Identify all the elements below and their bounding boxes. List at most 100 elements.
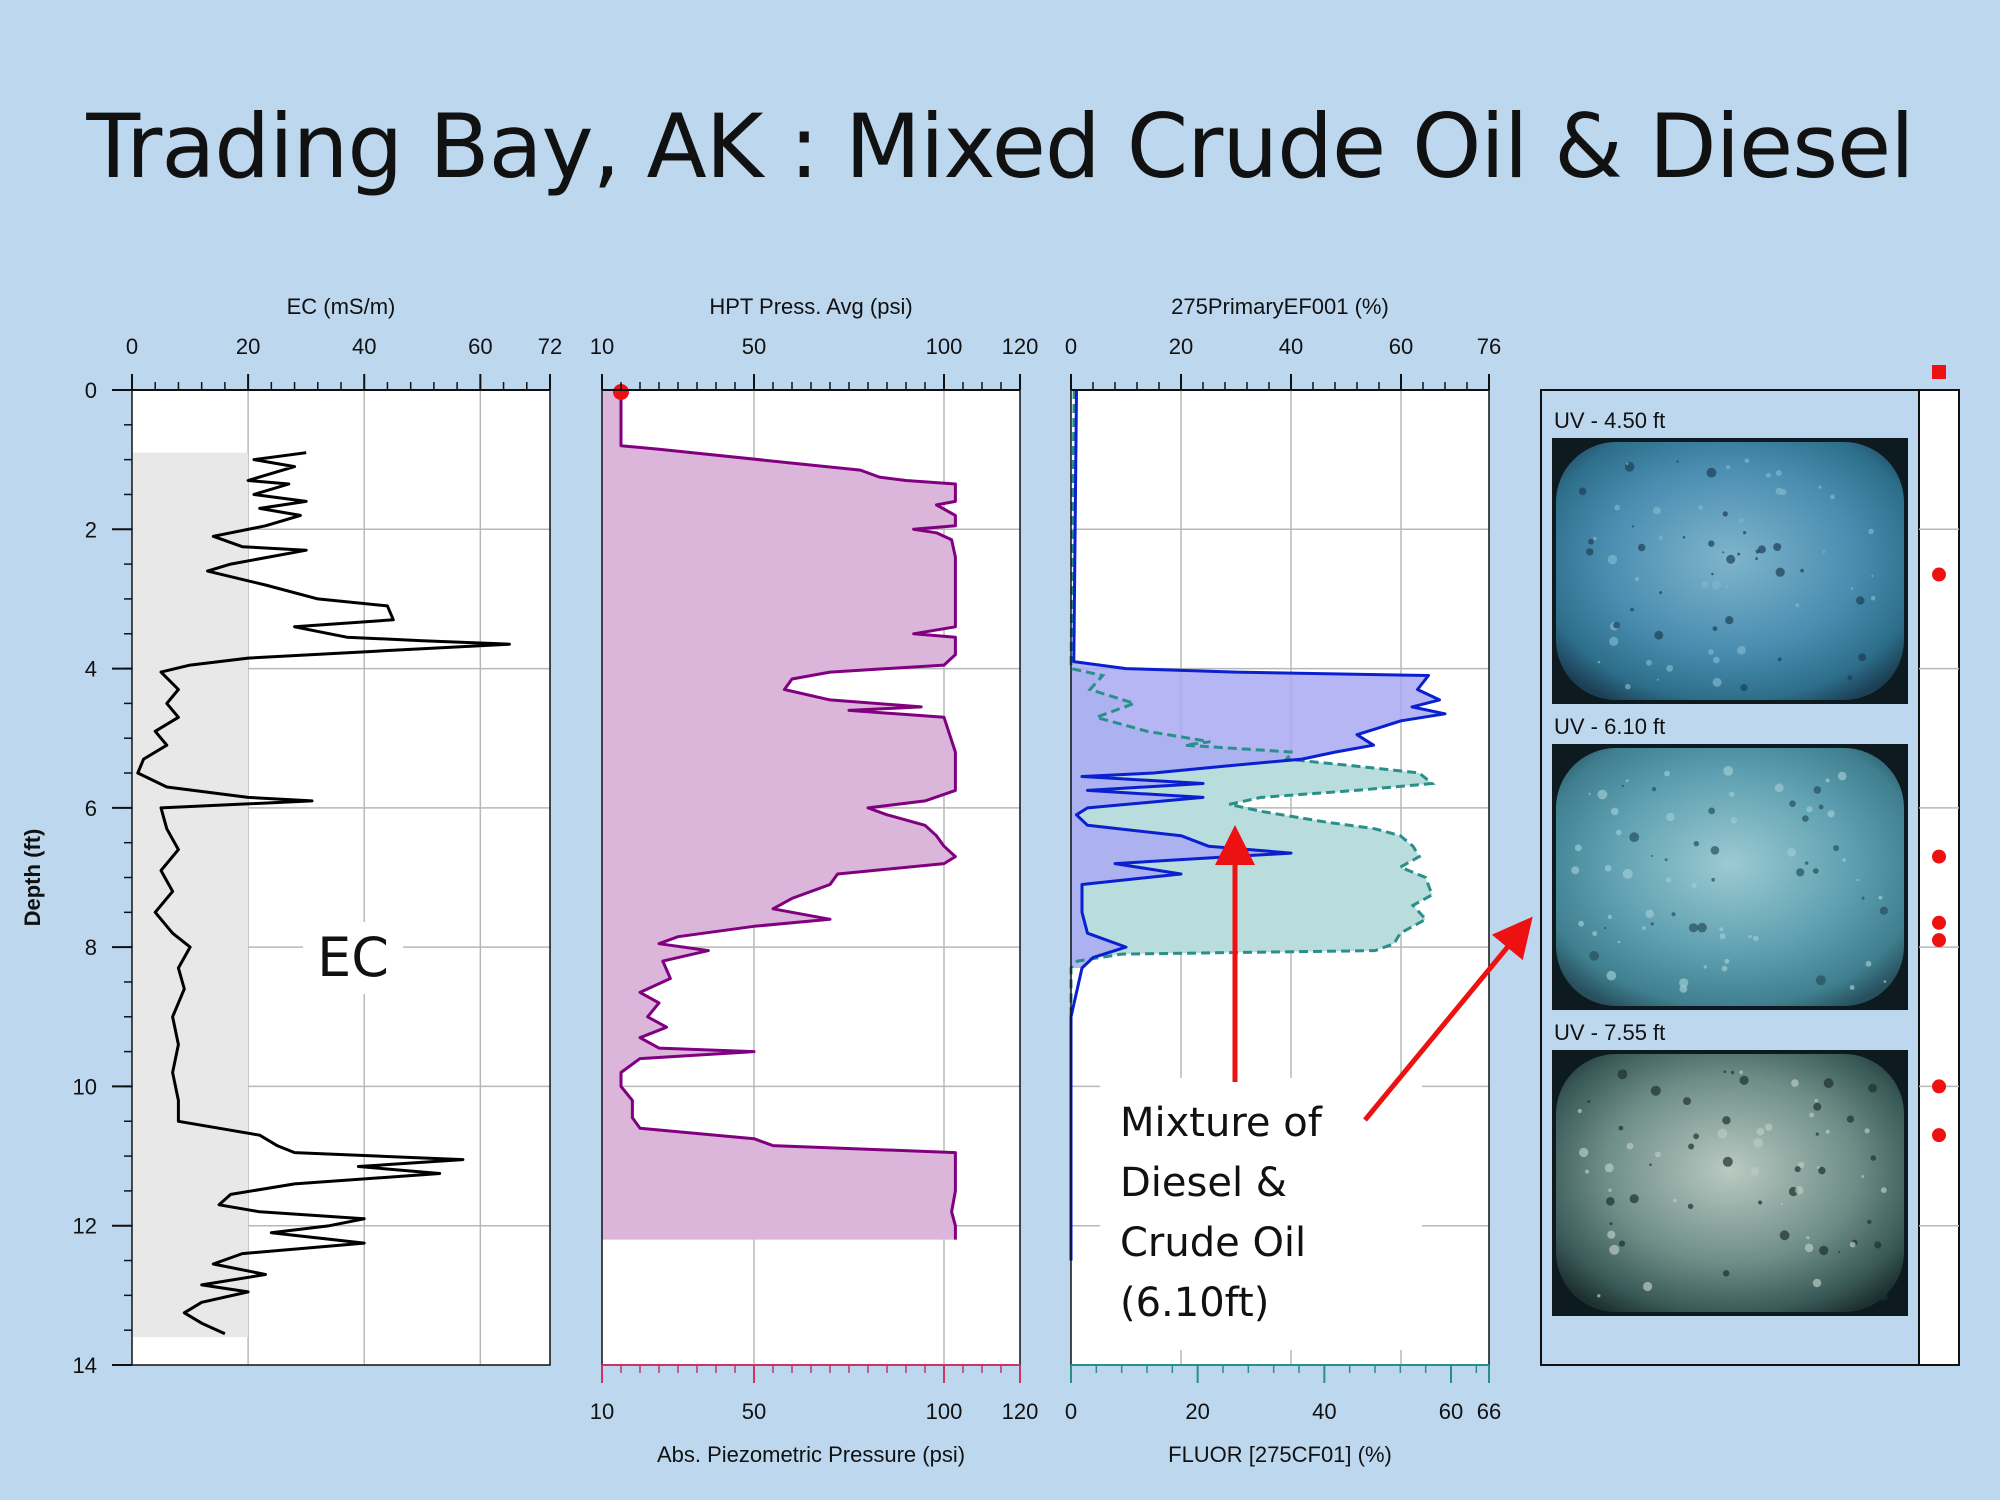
depth-marker: [1932, 1128, 1946, 1143]
uv-image-speckle: [1656, 678, 1659, 681]
uv-image-speckle: [1626, 1142, 1634, 1150]
uv-image-speckle: [1652, 506, 1661, 515]
mixture-annotation-line: (6.10ft): [1120, 1280, 1269, 1326]
uv-image-speckle: [1744, 458, 1750, 464]
uv-image-speckle: [1743, 531, 1747, 535]
uv-image-speckle: [1712, 677, 1722, 687]
uv-image-speckle: [1693, 841, 1700, 847]
uv-image-speckle: [1818, 485, 1822, 489]
uv-image-speckle: [1806, 806, 1813, 813]
uv-image-speckle: [1842, 858, 1846, 862]
uv-image-speckle: [1721, 965, 1728, 972]
uv-image-speckle: [1604, 865, 1612, 872]
x-tick-label: 60: [468, 334, 492, 359]
uv-image-speckle: [1758, 1200, 1763, 1205]
uv-image-speckle: [1630, 607, 1634, 612]
depth-marker: [1932, 567, 1946, 582]
uv-image-speckle: [1588, 792, 1591, 795]
uv-image-speckle: [1861, 896, 1865, 900]
uv-image-speckle: [1779, 1230, 1790, 1241]
uv-image-speckle: [1626, 462, 1629, 466]
uv-image-speckle: [1825, 778, 1830, 783]
uv-image-speckle: [1737, 645, 1746, 655]
uv-image-panel: UV - 4.50 ft UV - 6.10 ft UV - 7.55 ft: [1540, 365, 1960, 1366]
uv-image-speckle: [1708, 649, 1714, 655]
uv-image-speckle: [1621, 784, 1625, 788]
uv-image-speckle: [1589, 951, 1599, 961]
uv-image-speckle: [1682, 536, 1686, 539]
uv-image-speckle: [1740, 684, 1748, 692]
bottom-tick-label: 0: [1065, 1399, 1077, 1424]
uv-image-speckle: [1651, 787, 1657, 792]
uv-image-speckle: [1722, 1156, 1733, 1167]
uv-image-speckle: [1809, 1112, 1814, 1118]
uv-image-speckle: [1774, 783, 1784, 793]
uv-image-speckle: [1645, 909, 1654, 918]
uv-image-speckle: [1588, 538, 1594, 545]
uv-image-speckle: [1823, 1078, 1834, 1089]
uv-image-speckle: [1641, 926, 1646, 930]
uv-image-speckle: [1708, 540, 1715, 547]
uv-image-speckle: [1868, 1083, 1878, 1093]
uv-image-speckle: [1625, 779, 1629, 783]
bottom-axis-title: FLUOR [275CF01] (%): [1168, 1442, 1392, 1467]
uv-image-speckle: [1587, 1100, 1591, 1104]
x-tick-label: 72: [538, 334, 562, 359]
uv-image-speckle: [1729, 791, 1735, 797]
uv-image-speckle: [1664, 770, 1670, 777]
uv-image-speckle: [1606, 1197, 1615, 1206]
uv-image-speckle: [1658, 535, 1663, 541]
uv-image-speckle: [1604, 926, 1607, 930]
uv-image-speckle: [1813, 1102, 1822, 1111]
uv-image-speckle: [1775, 487, 1783, 495]
bottom-tick-label: 50: [742, 1399, 766, 1424]
uv-image-speckle: [1789, 800, 1796, 807]
uv-image-speckle: [1756, 1127, 1765, 1136]
uv-image: [1556, 1054, 1904, 1312]
uv-image-speckle: [1730, 817, 1738, 824]
uv-image-speckle: [1819, 1245, 1829, 1256]
uv-image-speckle: [1659, 591, 1663, 595]
uv-image-speckle: [1856, 596, 1865, 605]
uv-image-speckle: [1846, 1115, 1854, 1123]
x-tick-label: 10: [590, 334, 614, 359]
uv-image-speckle: [1757, 545, 1766, 554]
uv-image-speckle: [1725, 616, 1734, 625]
ec-series-line: [136, 451, 511, 1336]
bottom-tick-label: 100: [926, 1399, 963, 1424]
uv-image-speckle: [1812, 1278, 1822, 1288]
uv-image-speckle: [1618, 1240, 1626, 1247]
uv-image-speckle: [1697, 504, 1704, 511]
bottom-tick-label: 40: [1312, 1399, 1336, 1424]
mixture-label-bg: [1100, 1078, 1422, 1350]
uv-image-speckle: [1579, 1147, 1589, 1158]
uv-image: [1556, 748, 1904, 1006]
uv-image-speckle: [1643, 1281, 1653, 1292]
bottom-tick-label: 60: [1439, 1399, 1463, 1424]
uv-image-speckle: [1755, 557, 1758, 561]
uv-image-speckle: [1878, 1291, 1888, 1302]
uv-image-speckle: [1664, 858, 1668, 862]
uv-image-speckle: [1737, 552, 1741, 556]
uv-image-speckle: [1597, 789, 1608, 800]
chart-title: EC (mS/m): [287, 294, 396, 319]
uv-image-speckle: [1585, 1169, 1589, 1174]
bottom-axis-title: Abs. Piezometric Pressure (psi): [657, 1442, 965, 1467]
depth-tick-label: 6: [85, 796, 97, 821]
uv-image-speckle: [1617, 940, 1621, 944]
uv-image-speckle: [1825, 1129, 1830, 1134]
x-tick-label: 100: [926, 334, 963, 359]
uv-image-speckle: [1849, 1241, 1856, 1248]
depth-tick-label: 4: [85, 657, 97, 682]
uv-image-speckle: [1723, 1070, 1727, 1073]
uv-image-speckle: [1607, 554, 1618, 565]
uv-image-speckle: [1773, 543, 1782, 551]
uv-image-speckle: [1611, 807, 1619, 816]
x-tick-label: 0: [126, 334, 138, 359]
uv-image-speckle: [1722, 511, 1728, 517]
uv-image-speckle: [1870, 1155, 1877, 1161]
uv-image-speckle: [1838, 1251, 1841, 1254]
uv-image-speckle: [1814, 1098, 1819, 1103]
arrow-to-images: [1363, 916, 1533, 1122]
uv-image-speckle: [1574, 844, 1582, 852]
